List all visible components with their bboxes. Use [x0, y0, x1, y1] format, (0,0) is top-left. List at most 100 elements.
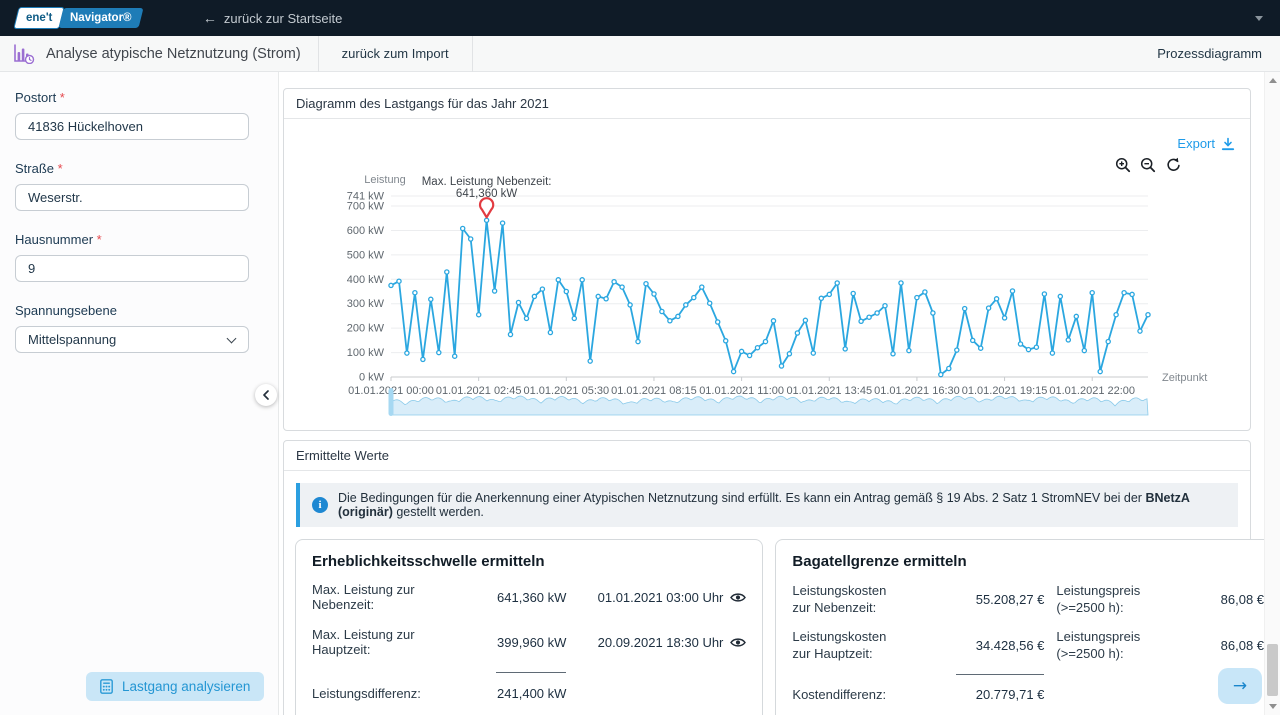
data-point-marker[interactable]: [882, 302, 888, 309]
data-point-marker[interactable]: [404, 350, 410, 356]
data-point-marker[interactable]: [930, 310, 936, 316]
data-point-marker[interactable]: [1121, 289, 1127, 296]
data-point-marker[interactable]: [547, 329, 554, 336]
data-point-marker[interactable]: [467, 236, 474, 242]
spannungsebene-select[interactable]: Mittelspannung: [15, 326, 249, 353]
data-point-marker[interactable]: [1057, 293, 1064, 300]
postort-input[interactable]: [15, 113, 249, 140]
data-point-marker[interactable]: [794, 330, 801, 336]
data-point-marker[interactable]: [1145, 311, 1151, 318]
data-point-marker[interactable]: [818, 295, 825, 302]
data-point-marker[interactable]: [850, 290, 856, 297]
data-point-marker[interactable]: [428, 296, 434, 303]
data-point-marker[interactable]: [922, 289, 928, 295]
data-point-marker[interactable]: [1017, 341, 1024, 347]
data-point-marker[interactable]: [667, 318, 673, 324]
data-point-marker[interactable]: [1089, 289, 1095, 296]
data-point-marker[interactable]: [1041, 291, 1048, 297]
data-point-marker[interactable]: [1025, 346, 1032, 353]
data-point-marker[interactable]: [1129, 291, 1135, 298]
reset-zoom-icon[interactable]: [1165, 157, 1181, 173]
data-point-marker[interactable]: [1065, 337, 1072, 343]
hausnummer-input[interactable]: [15, 255, 249, 282]
data-point-marker[interactable]: [961, 305, 968, 312]
strasse-input[interactable]: [15, 184, 249, 211]
data-point-marker[interactable]: [683, 302, 689, 308]
data-point-marker[interactable]: [523, 315, 530, 322]
data-point-marker[interactable]: [866, 314, 872, 320]
max-point-pin[interactable]: [478, 197, 495, 219]
data-point-marker[interactable]: [898, 280, 904, 286]
data-point-marker[interactable]: [1001, 315, 1008, 321]
data-point-marker[interactable]: [619, 284, 625, 290]
data-point-marker[interactable]: [993, 296, 1000, 302]
data-point-marker[interactable]: [420, 356, 426, 363]
data-point-marker[interactable]: [571, 315, 578, 322]
data-point-marker[interactable]: [515, 299, 522, 306]
data-point-marker[interactable]: [730, 368, 737, 375]
tab-back-to-import[interactable]: zurück zum Import: [317, 35, 473, 72]
data-point-marker[interactable]: [1073, 313, 1080, 320]
export-button[interactable]: Export: [1177, 136, 1235, 151]
data-point-marker[interactable]: [539, 286, 546, 292]
data-point-marker[interactable]: [858, 318, 864, 325]
data-point-marker[interactable]: [786, 351, 793, 357]
data-point-marker[interactable]: [802, 317, 809, 324]
data-point-marker[interactable]: [1097, 368, 1103, 375]
data-point-marker[interactable]: [659, 308, 665, 315]
data-point-marker[interactable]: [691, 294, 697, 301]
data-point-marker[interactable]: [778, 363, 785, 369]
data-point-marker[interactable]: [587, 358, 593, 364]
data-point-marker[interactable]: [444, 269, 450, 275]
data-point-marker[interactable]: [643, 280, 649, 287]
data-point-marker[interactable]: [954, 347, 960, 353]
data-point-marker[interactable]: [531, 293, 538, 300]
data-point-marker[interactable]: [914, 294, 920, 301]
data-point-marker[interactable]: [977, 345, 984, 351]
data-point-marker[interactable]: [810, 350, 817, 356]
data-point-marker[interactable]: [826, 291, 833, 298]
data-point-marker[interactable]: [985, 305, 992, 311]
data-point-marker[interactable]: [563, 288, 570, 295]
data-point-marker[interactable]: [1081, 347, 1088, 354]
data-point-marker[interactable]: [436, 349, 442, 356]
data-point-marker[interactable]: [706, 300, 713, 306]
data-point-marker[interactable]: [1033, 344, 1040, 350]
data-point-marker[interactable]: [412, 289, 418, 296]
scroll-down-arrow-icon[interactable]: [1269, 704, 1277, 709]
data-point-marker[interactable]: [906, 347, 912, 354]
data-point-marker[interactable]: [483, 217, 490, 224]
data-point-marker[interactable]: [459, 225, 466, 232]
data-point-marker[interactable]: [1113, 311, 1119, 318]
data-point-marker[interactable]: [890, 351, 896, 357]
data-point-marker[interactable]: [754, 344, 761, 351]
back-to-start-link[interactable]: ← zurück zur Startseite: [203, 10, 343, 26]
data-point-marker[interactable]: [651, 291, 657, 297]
data-point-marker[interactable]: [762, 338, 769, 345]
eye-icon[interactable]: [730, 637, 747, 648]
scrollbar-thumb[interactable]: [1267, 644, 1278, 696]
data-point-marker[interactable]: [1009, 288, 1016, 294]
eye-icon[interactable]: [730, 592, 747, 603]
data-point-marker[interactable]: [595, 293, 601, 300]
data-point-marker[interactable]: [714, 319, 721, 325]
data-point-marker[interactable]: [1105, 338, 1111, 345]
data-point-marker[interactable]: [499, 220, 506, 226]
data-point-marker[interactable]: [842, 346, 848, 352]
analyze-load-profile-button[interactable]: Lastgang analysieren: [86, 672, 265, 701]
data-point-marker[interactable]: [491, 288, 498, 294]
enet-navigator-logo[interactable]: ene't Navigator®: [13, 7, 144, 29]
scroll-up-arrow-icon[interactable]: [1269, 78, 1277, 83]
sidebar-collapse-button[interactable]: [255, 384, 277, 406]
data-point-marker[interactable]: [938, 371, 944, 378]
zoom-out-icon[interactable]: [1140, 157, 1156, 173]
data-point-marker[interactable]: [722, 338, 729, 344]
data-point-marker[interactable]: [874, 310, 880, 316]
data-point-marker[interactable]: [746, 352, 753, 359]
vertical-scrollbar[interactable]: [1264, 72, 1280, 715]
data-point-marker[interactable]: [946, 365, 952, 372]
chevron-down-icon[interactable]: [1255, 16, 1263, 21]
data-point-marker[interactable]: [388, 282, 394, 289]
zoom-in-icon[interactable]: [1115, 157, 1131, 173]
navigator-range-handle[interactable]: [388, 388, 394, 416]
